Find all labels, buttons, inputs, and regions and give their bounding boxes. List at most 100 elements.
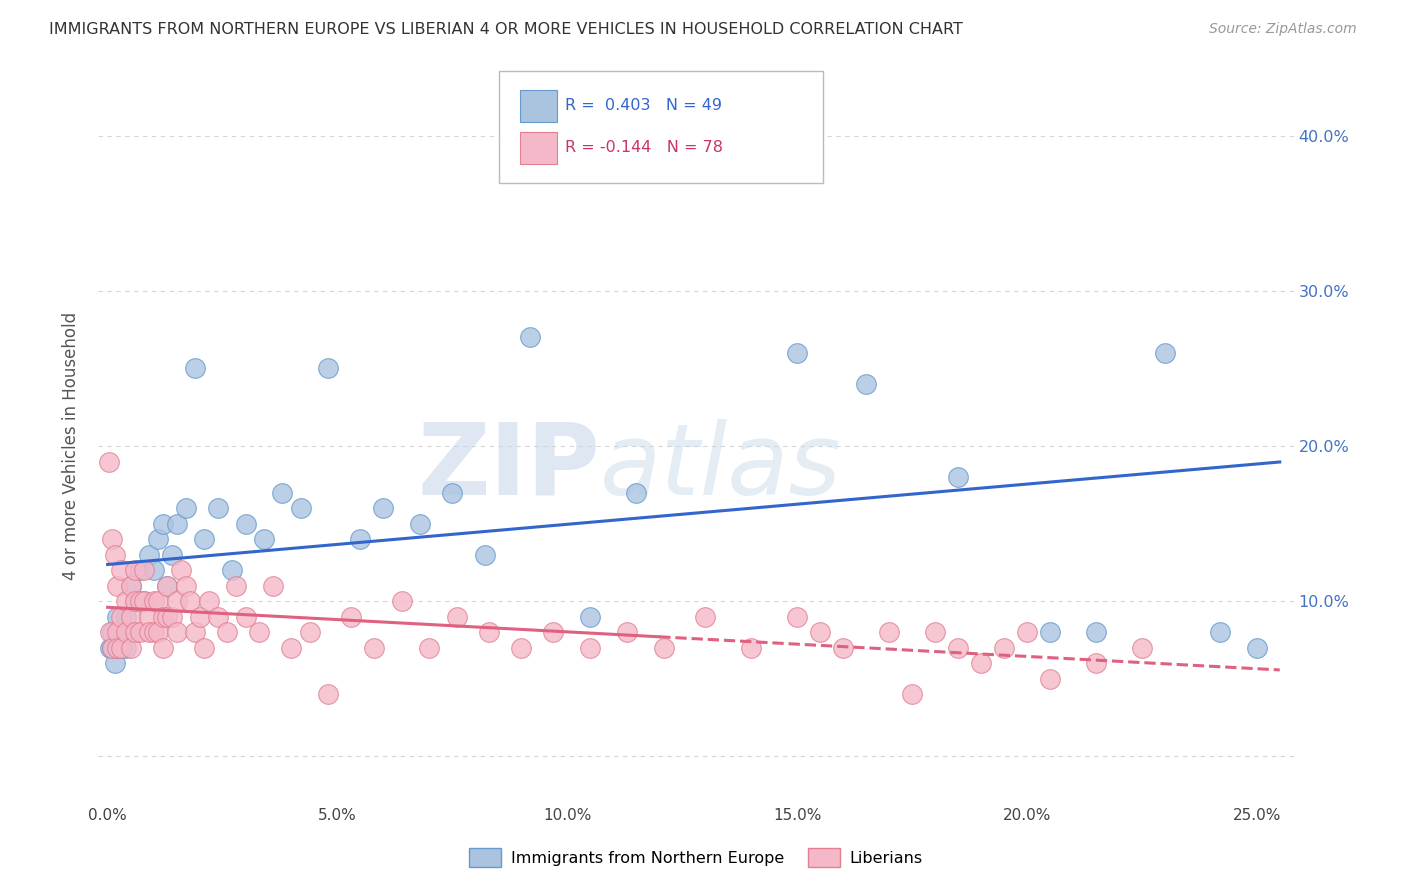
Point — [101, 640, 124, 655]
Point — [993, 640, 1015, 655]
Point — [142, 625, 165, 640]
Point — [148, 594, 170, 608]
Point — [235, 609, 257, 624]
Point — [156, 579, 179, 593]
Point — [156, 579, 179, 593]
Point — [110, 625, 132, 640]
Point — [1039, 672, 1062, 686]
Point — [510, 640, 533, 655]
Point — [184, 625, 207, 640]
Point — [740, 640, 762, 655]
Point — [1084, 656, 1107, 670]
Point — [855, 376, 877, 391]
Point — [1130, 640, 1153, 655]
Point — [142, 594, 165, 608]
Point — [98, 640, 121, 655]
Point — [901, 687, 924, 701]
Y-axis label: 4 or more Vehicles in Household: 4 or more Vehicles in Household — [62, 312, 80, 580]
Point — [253, 532, 276, 546]
Point — [101, 640, 124, 655]
Point — [134, 594, 156, 608]
Point — [877, 625, 900, 640]
Point — [124, 625, 146, 640]
Text: IMMIGRANTS FROM NORTHERN EUROPE VS LIBERIAN 4 OR MORE VEHICLES IN HOUSEHOLD CORR: IMMIGRANTS FROM NORTHERN EUROPE VS LIBER… — [49, 22, 963, 37]
Point — [695, 609, 717, 624]
Point — [120, 579, 142, 593]
Point — [174, 579, 197, 593]
Point — [391, 594, 413, 608]
Point — [138, 625, 160, 640]
Point — [474, 548, 496, 562]
Point — [478, 625, 501, 640]
Point — [103, 656, 125, 670]
Point — [543, 625, 565, 640]
Point — [262, 579, 284, 593]
Point — [786, 346, 808, 360]
Point — [120, 579, 142, 593]
Point — [832, 640, 855, 655]
Point — [179, 594, 201, 608]
Point — [946, 470, 969, 484]
Point — [316, 687, 339, 701]
Point — [110, 609, 132, 624]
Point — [103, 548, 125, 562]
Point — [652, 640, 675, 655]
Point — [98, 625, 121, 640]
Point — [349, 532, 371, 546]
Point — [193, 532, 215, 546]
Point — [138, 609, 160, 624]
Point — [340, 609, 363, 624]
Point — [120, 609, 142, 624]
Point — [924, 625, 946, 640]
Point — [105, 625, 128, 640]
Point — [115, 594, 138, 608]
Point — [148, 532, 170, 546]
Point — [110, 640, 132, 655]
Point — [207, 501, 229, 516]
Point — [115, 625, 138, 640]
Point — [373, 501, 395, 516]
Point — [271, 485, 294, 500]
Point — [160, 609, 183, 624]
Point — [124, 594, 146, 608]
Point — [115, 640, 138, 655]
Point — [363, 640, 385, 655]
Point — [446, 609, 468, 624]
Point — [166, 516, 188, 531]
Point — [616, 625, 638, 640]
Point — [110, 640, 132, 655]
Point — [128, 625, 150, 640]
Point — [808, 625, 831, 640]
Text: ZIP: ZIP — [418, 419, 600, 516]
Text: Source: ZipAtlas.com: Source: ZipAtlas.com — [1209, 22, 1357, 37]
Point — [217, 625, 239, 640]
Point — [221, 563, 243, 577]
Point — [247, 625, 270, 640]
Text: R =  0.403   N = 49: R = 0.403 N = 49 — [565, 98, 723, 112]
Point — [120, 640, 142, 655]
Point — [298, 625, 321, 640]
Point — [280, 640, 302, 655]
Point — [101, 532, 124, 546]
Point — [786, 609, 808, 624]
Point — [148, 625, 170, 640]
Point — [105, 609, 128, 624]
Point — [152, 516, 174, 531]
Point — [115, 609, 138, 624]
Point — [207, 609, 229, 624]
Point — [626, 485, 648, 500]
Point — [717, 160, 740, 174]
Point — [120, 625, 142, 640]
Point — [128, 594, 150, 608]
Point — [1246, 640, 1268, 655]
Point — [128, 563, 150, 577]
Point — [170, 563, 193, 577]
Point — [138, 548, 160, 562]
Point — [579, 640, 602, 655]
Point — [184, 361, 207, 376]
Text: R = -0.144   N = 78: R = -0.144 N = 78 — [565, 140, 723, 154]
Point — [166, 594, 188, 608]
Point — [101, 625, 124, 640]
Point — [188, 609, 211, 624]
Point — [1153, 346, 1175, 360]
